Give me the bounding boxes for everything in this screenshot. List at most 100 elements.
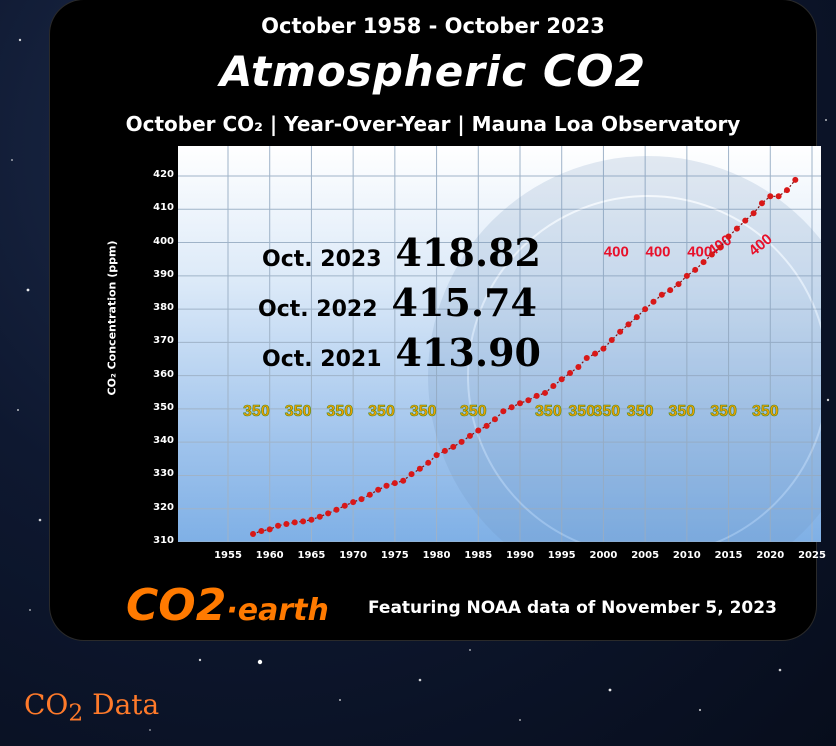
data-point-1966 [316,513,323,520]
data-point-1969 [341,502,348,509]
x-tick-label: 2025 [798,550,826,561]
data-point-2022 [783,187,790,194]
data-point-2021 [775,193,782,200]
data-point-1989 [508,404,515,411]
highlight-2023: Oct. 2023 418.82 [262,230,541,275]
data-point-2010 [683,272,690,279]
reference-label-350: 350 [243,403,270,420]
data-point-2017 [742,217,749,224]
x-tick-label: 1990 [506,550,534,561]
x-tick-label: 2015 [714,550,743,561]
data-point-1976 [400,477,407,484]
data-point-2001 [608,337,615,344]
data-point-2016 [733,225,740,232]
data-point-2023 [792,176,799,183]
y-tick-label: 370 [153,335,174,347]
globe-watermark [428,156,821,542]
data-point-1960 [266,526,273,533]
reference-label-350: 350 [326,403,353,420]
data-point-2004 [633,314,640,321]
x-tick-label: 1955 [214,550,242,561]
caption-text: CO [24,688,69,721]
reference-label-350: 350 [535,403,562,420]
data-point-2014 [717,244,724,251]
reference-label-350: 350 [368,403,395,420]
data-point-2007 [658,291,665,298]
y-tick-label: 320 [153,501,174,513]
plot-area: 350 350 350 350 350 350 350 350 350 350 350 350 350 4… [178,146,821,542]
y-tick-label: 420 [153,169,174,180]
data-point-1964 [300,518,307,525]
data-point-2012 [700,259,707,266]
chart-title-main: Atmospheric [219,47,528,96]
data-source-note: Featuring NOAA data of November 5, 2023 [368,598,777,618]
x-tick-label: 2010 [672,550,701,561]
reference-label-400: 400 [687,244,712,261]
data-point-1981 [441,447,448,454]
data-point-1998 [583,355,590,362]
data-point-2018 [750,210,757,217]
caption-text: Data [83,688,160,721]
x-tick-label: 2005 [631,550,660,561]
data-point-1972 [366,491,373,498]
y-tick-label: 390 [153,268,174,280]
data-point-1996 [567,369,574,376]
data-point-1977 [408,471,415,478]
data-point-2009 [675,281,682,288]
y-tick-label: 360 [153,368,174,380]
co2-earth-logo: CO2·earth [126,580,329,631]
y-tick-label: 350 [153,401,174,413]
x-tick-label: 1960 [255,550,284,561]
data-point-1965 [308,516,315,523]
data-point-2003 [625,321,632,328]
data-point-1974 [383,482,390,489]
data-point-1962 [283,521,290,528]
chart-title: Atmospheric CO2 [50,46,816,97]
y-tick-label: 330 [153,468,174,480]
reference-label-350: 350 [752,403,779,420]
data-point-1997 [575,363,582,370]
logo-part-co2: CO2 [126,580,227,631]
data-point-1963 [291,519,298,526]
logo-part-earth: earth [237,593,329,628]
highlight-2022: Oct. 2022 415.74 [258,280,537,325]
reference-label-350: 350 [627,403,654,420]
caption-subscript: 2 [68,698,84,727]
data-point-1984 [466,432,473,439]
x-tick-label: 1985 [464,550,493,561]
y-tick-label: 310 [153,535,174,546]
reference-label-350: 350 [285,403,312,420]
data-point-1982 [450,443,457,450]
data-point-1979 [425,459,432,466]
highlight-2021: Oct. 2021 413.90 [262,330,541,375]
chart-period: October 1958 - October 2023 [261,14,605,38]
y-tick-label: 400 [153,235,174,247]
highlight-label: Oct. 2023 [262,247,382,272]
data-point-1975 [391,480,398,487]
reference-label-350: 350 [593,403,620,420]
data-point-1973 [375,486,382,493]
data-point-1971 [358,496,365,503]
data-point-2000 [600,345,607,352]
data-point-1958 [250,531,257,538]
data-point-2011 [692,266,699,273]
x-tick-label: 1980 [422,550,451,561]
data-point-1999 [592,350,599,357]
reference-label-350: 350 [460,403,487,420]
x-tick-label: 2020 [756,550,785,561]
data-point-1967 [325,510,332,517]
footer-caption: CO2 Data [24,688,159,727]
y-tick-label: 340 [153,435,174,447]
data-point-1959 [258,528,265,535]
x-tick-label: 1970 [339,550,368,561]
data-point-1985 [475,427,482,434]
reference-label-350: 350 [710,403,737,420]
data-point-1968 [333,506,340,513]
reference-label-400: 400 [604,244,629,261]
x-tick-label: 2000 [589,550,618,561]
y-tick-label: 410 [153,202,174,214]
data-point-1987 [491,416,498,423]
data-point-1992 [533,392,540,399]
y-tick-label: 380 [153,302,174,314]
